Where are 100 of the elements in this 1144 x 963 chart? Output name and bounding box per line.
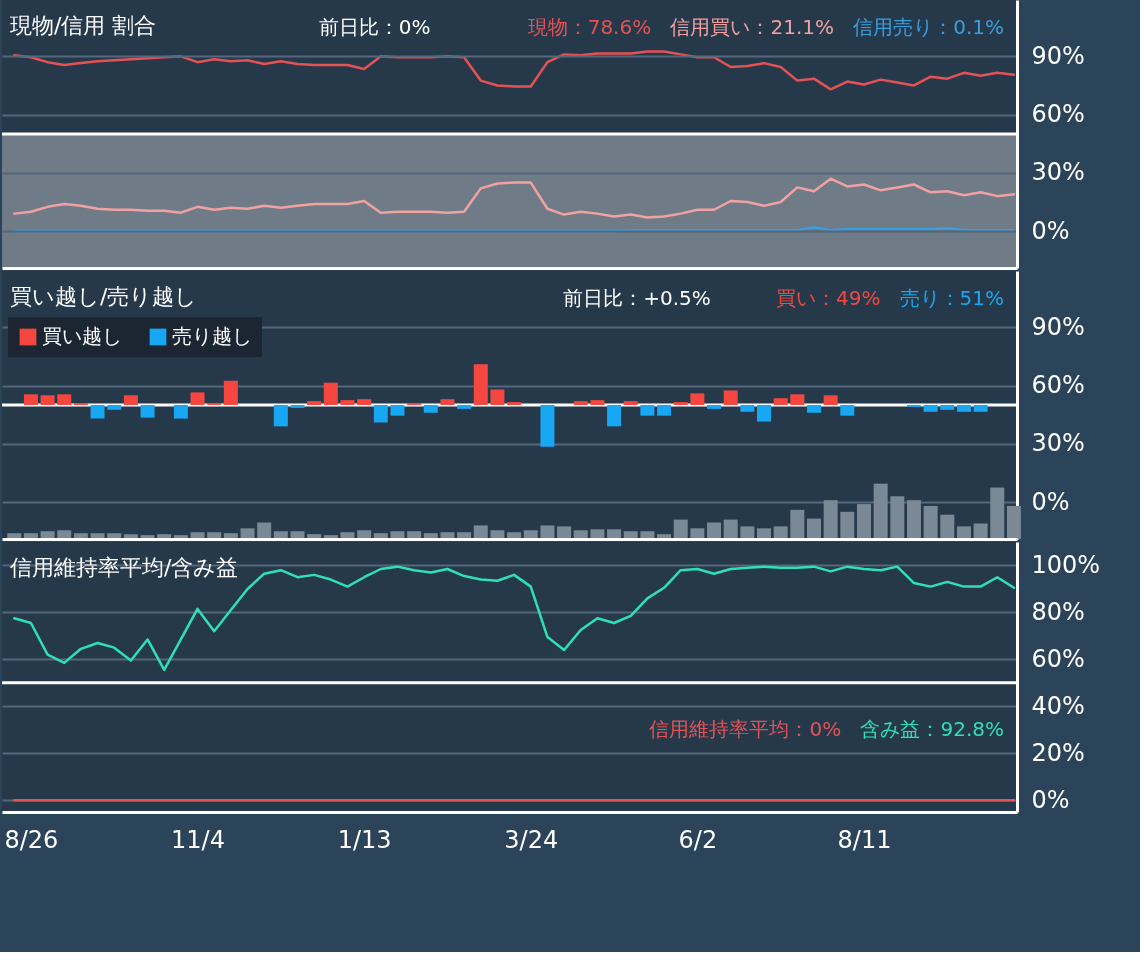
bar [240,528,255,539]
bar [723,519,738,539]
text: 含み益：92.8% [860,717,1004,741]
bar [623,401,638,405]
y-tick-label: 20% [1031,738,1085,767]
annotation: 買い：49% [775,286,881,310]
bar [856,504,871,539]
line-series [13,177,1016,219]
text: 現物/信用 割合 [10,13,157,38]
bar [90,405,105,419]
text: 信用買い：21.1% [670,15,834,39]
bar [607,529,622,539]
y-tick-label: 60% [1031,371,1085,400]
bar [873,483,888,539]
bar [640,531,655,539]
x-tick-label: 8/26 [4,825,59,854]
bar [473,525,488,539]
y-tick-label: 30% [1031,429,1085,458]
bar [323,382,338,405]
bar [23,394,38,405]
x-tick-label: 8/11 [837,825,892,854]
bar [390,531,405,539]
y-tick-label: 60% [1031,644,1085,673]
bar [40,531,55,539]
bar [357,530,372,539]
y-tick-label: 80% [1031,597,1085,626]
bar [623,531,638,539]
bar [773,398,788,405]
bar [707,522,722,539]
bar [823,395,838,405]
bar [490,530,505,539]
bar [557,526,572,539]
line-series [13,50,1016,91]
bar [773,526,788,539]
bar [940,405,955,410]
bar [807,405,821,413]
y-tick-label: 100% [1031,550,1101,579]
bar [590,400,605,405]
bar [807,518,821,539]
text: 信用維持率平均/含み益 [10,555,239,580]
bar [573,530,588,539]
bar [540,405,555,447]
y-tick-label: 30% [1031,158,1085,187]
y-tick-label: 0% [1031,487,1070,516]
bar [373,405,388,423]
bar [740,526,755,539]
bar [607,405,622,427]
bar [840,511,855,539]
bar [140,405,155,418]
y-tick-label: 0% [1031,785,1070,814]
bar [823,500,838,539]
bar [173,405,188,419]
bar [290,405,305,408]
y-tick-label: 90% [1031,312,1085,341]
x-tick-label: 11/4 [171,825,225,854]
bar [973,405,988,412]
bar [573,401,588,405]
bar [390,405,405,416]
bar [357,399,372,405]
bar [790,509,805,539]
bar [40,395,55,405]
bar [923,405,938,412]
legend-label: 買い越し [42,324,122,348]
bar [57,530,72,539]
bar [540,525,555,539]
bar [673,402,688,405]
bar [123,395,138,405]
bar [473,364,488,405]
bar [923,505,938,539]
bar [307,401,322,405]
y-tick-label: 60% [1031,100,1085,129]
bar [956,526,971,539]
annotation: 前日比：0% [318,15,431,39]
bar [257,522,272,539]
bar [840,405,855,416]
bar [906,500,921,539]
bar [423,405,438,413]
bar [57,394,72,405]
bar [723,390,738,405]
bar [1006,505,1021,539]
bar [290,531,305,539]
text: 信用維持率平均：0% [649,717,842,741]
bar [973,523,988,539]
x-tick-label: 3/24 [504,825,559,854]
text: 買い越し/売り越し [10,284,198,309]
bar [940,514,955,539]
legend-label: 売り越し [172,324,252,348]
bar [107,405,122,410]
bar [523,530,538,539]
x-tick-label: 1/13 [337,825,392,854]
bar [790,394,805,405]
bar [273,405,288,427]
bar [507,402,522,405]
bar [407,531,422,539]
bar [340,400,355,405]
series-label: 現物：78.6% [527,15,652,39]
bar [440,399,455,405]
bar [740,405,755,412]
annotation: 売り：51% [899,286,1004,310]
text: 信用売り：0.1% [853,15,1004,39]
